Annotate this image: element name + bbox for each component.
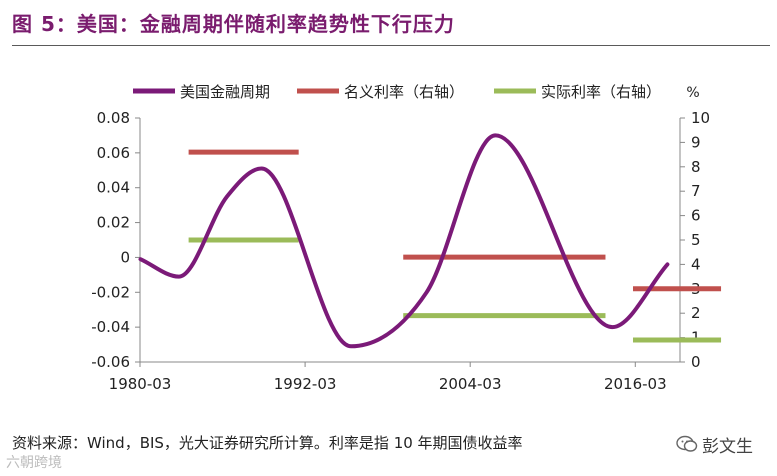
right-tick-label: 5: [691, 231, 701, 249]
left-tick-label: 0.04: [97, 179, 130, 197]
right-tick-label: 10: [691, 109, 710, 127]
left-tick-label: 0: [120, 248, 130, 266]
x-tick-label: 1992-03: [274, 375, 337, 393]
left-axis-ticks: 0.08 0.06 0.04 0.02 0 -0.02 -0.04 -0.06: [91, 109, 140, 371]
right-tick-label: 7: [691, 182, 701, 200]
right-tick-label: 6: [691, 207, 701, 225]
watermark-badge: 彭文生: [672, 432, 759, 457]
chart-legend: 美国金融周期 名义利率（右轴） 实际利率（右轴）: [133, 83, 661, 101]
series-line-financial-cycle: [138, 133, 670, 349]
x-tick-label: 2004-03: [439, 375, 502, 393]
right-tick-label: 2: [691, 304, 701, 322]
watermark-text-left: 六朝跨境: [6, 455, 62, 471]
left-tick-label: 0.02: [97, 214, 130, 232]
right-tick-label: 9: [691, 133, 701, 151]
left-tick-label: -0.04: [91, 318, 130, 336]
right-axis-unit-label: %: [686, 85, 699, 101]
title-divider: [12, 45, 770, 46]
left-tick-label: -0.02: [91, 283, 130, 301]
left-tick-label: 0.08: [97, 109, 130, 127]
right-axis-ticks: 109876543210: [680, 109, 710, 371]
left-tick-label: 0.06: [97, 144, 130, 162]
figure-title: 图 5：美国：金融周期伴随利率趋势性下行压力: [12, 12, 455, 36]
right-tick-label: 4: [691, 255, 701, 273]
x-tick-label: 1980-03: [109, 375, 172, 393]
source-note: 资料来源：Wind，BIS，光大证券研究所计算。利率是指 10 年期国债收益率: [12, 434, 523, 452]
wechat-icon: [676, 435, 698, 452]
legend-label-nominal: 名义利率（右轴）: [344, 83, 464, 101]
right-tick-label: 8: [691, 158, 701, 176]
x-axis-ticks: 1980-03 1992-03 2004-03 2016-03: [109, 362, 667, 393]
right-tick-label: 0: [691, 353, 701, 371]
left-tick-label: -0.06: [91, 353, 130, 371]
x-tick-label: 2016-03: [604, 375, 667, 393]
rate-segments: [188, 149, 722, 343]
legend-label-cycle: 美国金融周期: [180, 83, 270, 101]
legend-label-real: 实际利率（右轴）: [541, 83, 661, 101]
watermark-text-right: 彭文生: [702, 436, 753, 457]
